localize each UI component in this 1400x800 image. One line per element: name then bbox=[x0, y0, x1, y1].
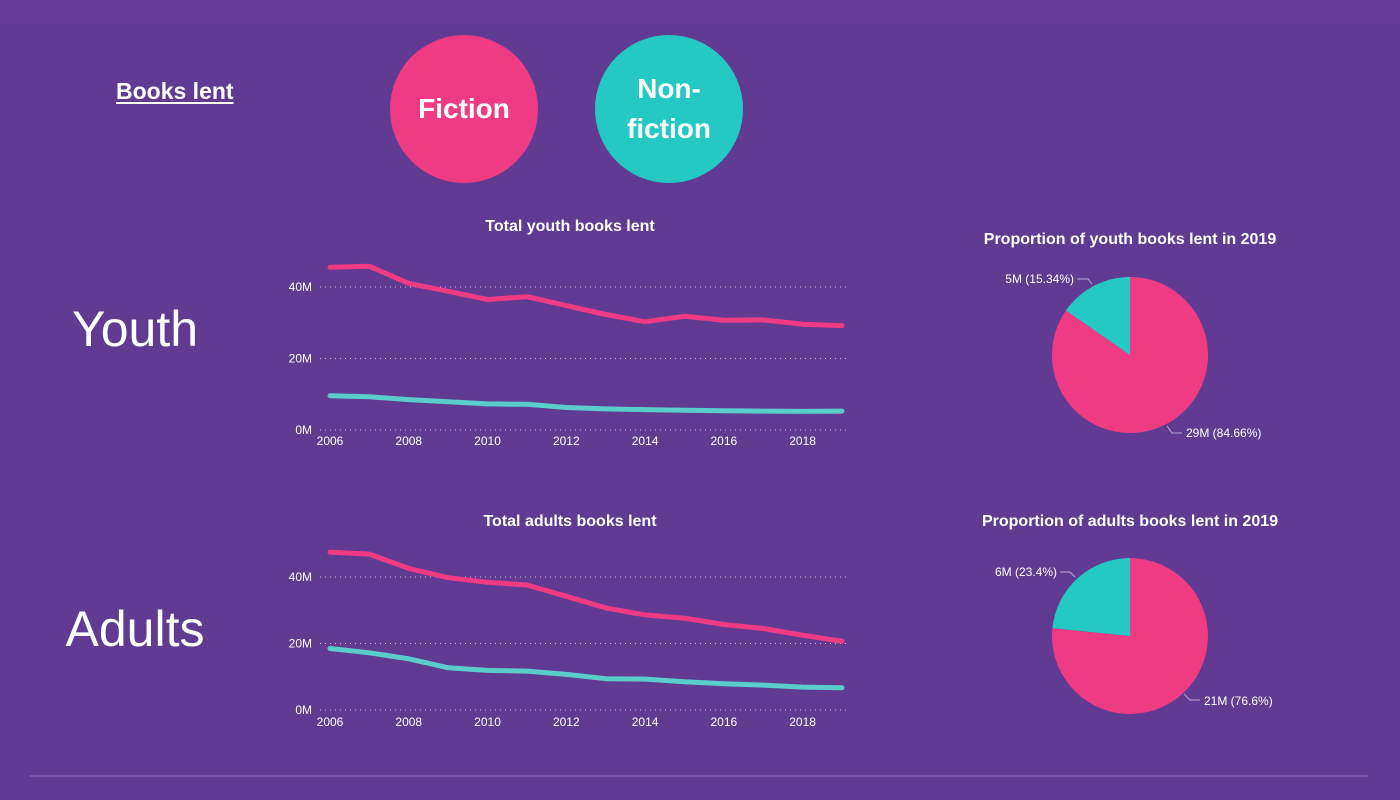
youth-line-x-tick-label: 2014 bbox=[632, 434, 659, 448]
adults-line-x-tick-label: 2006 bbox=[317, 715, 344, 729]
adults-section-label: Adults bbox=[65, 601, 205, 657]
youth-line-x-tick-label: 2018 bbox=[789, 434, 816, 448]
fiction-legend-label: Fiction bbox=[418, 93, 510, 124]
youth-line-chart: 0M 20M 40M 2006 2008 2010 2012 2014 2016 2018 bbox=[289, 263, 850, 448]
adults-pie-fiction-leader-line bbox=[1183, 693, 1200, 701]
youth-line-x-tick-label: 2008 bbox=[395, 434, 422, 448]
youth-pie-nonfiction-data-label: 5M (15.34%) bbox=[1005, 272, 1074, 286]
nonfiction-legend-button[interactable]: Non- fiction bbox=[595, 35, 743, 183]
youth-line-y-tick-label: 0M bbox=[295, 423, 312, 437]
adults-line-nonfiction-series-line bbox=[327, 646, 845, 691]
adults-pie-fiction-slice bbox=[1051, 558, 1208, 714]
youth-line-x-tick-label: 2016 bbox=[710, 434, 737, 448]
adults-line-chart-title: Total adults books lent bbox=[483, 513, 657, 530]
adults-line-x-tick-label: 2018 bbox=[789, 715, 816, 729]
youth-line-x-tick-label: 2010 bbox=[474, 434, 501, 448]
bottom-divider bbox=[30, 775, 1368, 777]
youth-line-y-tick-label: 40M bbox=[289, 280, 312, 294]
adults-line-x-tick-label: 2012 bbox=[553, 715, 580, 729]
adults-pie-fiction-data-label: 21M (76.6%) bbox=[1204, 694, 1273, 708]
youth-line-chart-title: Total youth books lent bbox=[485, 218, 655, 235]
nonfiction-legend-label-line2: fiction bbox=[627, 113, 711, 144]
youth-line-nonfiction-series-line bbox=[327, 393, 845, 414]
adults-line-chart: 0M 20M 40M 2006 2008 2010 2012 2014 2016 2018 bbox=[289, 549, 850, 729]
youth-pie-fiction-slice bbox=[1051, 277, 1208, 433]
adults-pie-nonfiction-data-label: 6M (23.4%) bbox=[995, 565, 1057, 579]
nonfiction-legend-label-line1: Non- bbox=[637, 73, 701, 104]
youth-pie-chart-title: Proportion of youth books lent in 2019 bbox=[983, 231, 1277, 248]
youth-line-fiction-series-line bbox=[327, 263, 845, 329]
adults-pie-chart: 6M (23.4%) 21M (76.6%) bbox=[995, 558, 1273, 714]
youth-pie-nonfiction-slice bbox=[1065, 277, 1130, 355]
youth-line-x-tick-label: 2012 bbox=[553, 434, 580, 448]
top-strip bbox=[0, 0, 1400, 24]
adults-line-y-tick-label: 40M bbox=[289, 570, 312, 584]
youth-pie-nonfiction-leader-line bbox=[1077, 278, 1093, 285]
youth-section-label: Youth bbox=[71, 301, 199, 357]
adults-line-y-tick-label: 0M bbox=[295, 703, 312, 717]
adults-line-x-tick-label: 2014 bbox=[632, 715, 659, 729]
adults-line-fiction-series-line bbox=[327, 549, 845, 644]
youth-pie-fiction-data-label: 29M (84.66%) bbox=[1186, 426, 1261, 440]
adults-pie-nonfiction-leader-line bbox=[1060, 571, 1076, 578]
youth-line-x-tick-label: 2006 bbox=[317, 434, 344, 448]
youth-pie-fiction-leader-line bbox=[1166, 425, 1182, 434]
adults-line-x-tick-label: 2008 bbox=[395, 715, 422, 729]
adults-line-x-tick-label: 2010 bbox=[474, 715, 501, 729]
adults-line-y-tick-label: 20M bbox=[289, 637, 312, 651]
adults-pie-chart-title: Proportion of adults books lent in 2019 bbox=[981, 513, 1279, 530]
fiction-legend-button[interactable]: Fiction bbox=[390, 35, 538, 183]
page-title: Books lent bbox=[116, 78, 234, 104]
youth-line-y-tick-label: 20M bbox=[289, 352, 312, 366]
youth-pie-chart: 5M (15.34%) 29M (84.66%) bbox=[1005, 272, 1261, 440]
adults-line-x-tick-label: 2016 bbox=[710, 715, 737, 729]
adults-pie-nonfiction-slice bbox=[1052, 558, 1130, 636]
